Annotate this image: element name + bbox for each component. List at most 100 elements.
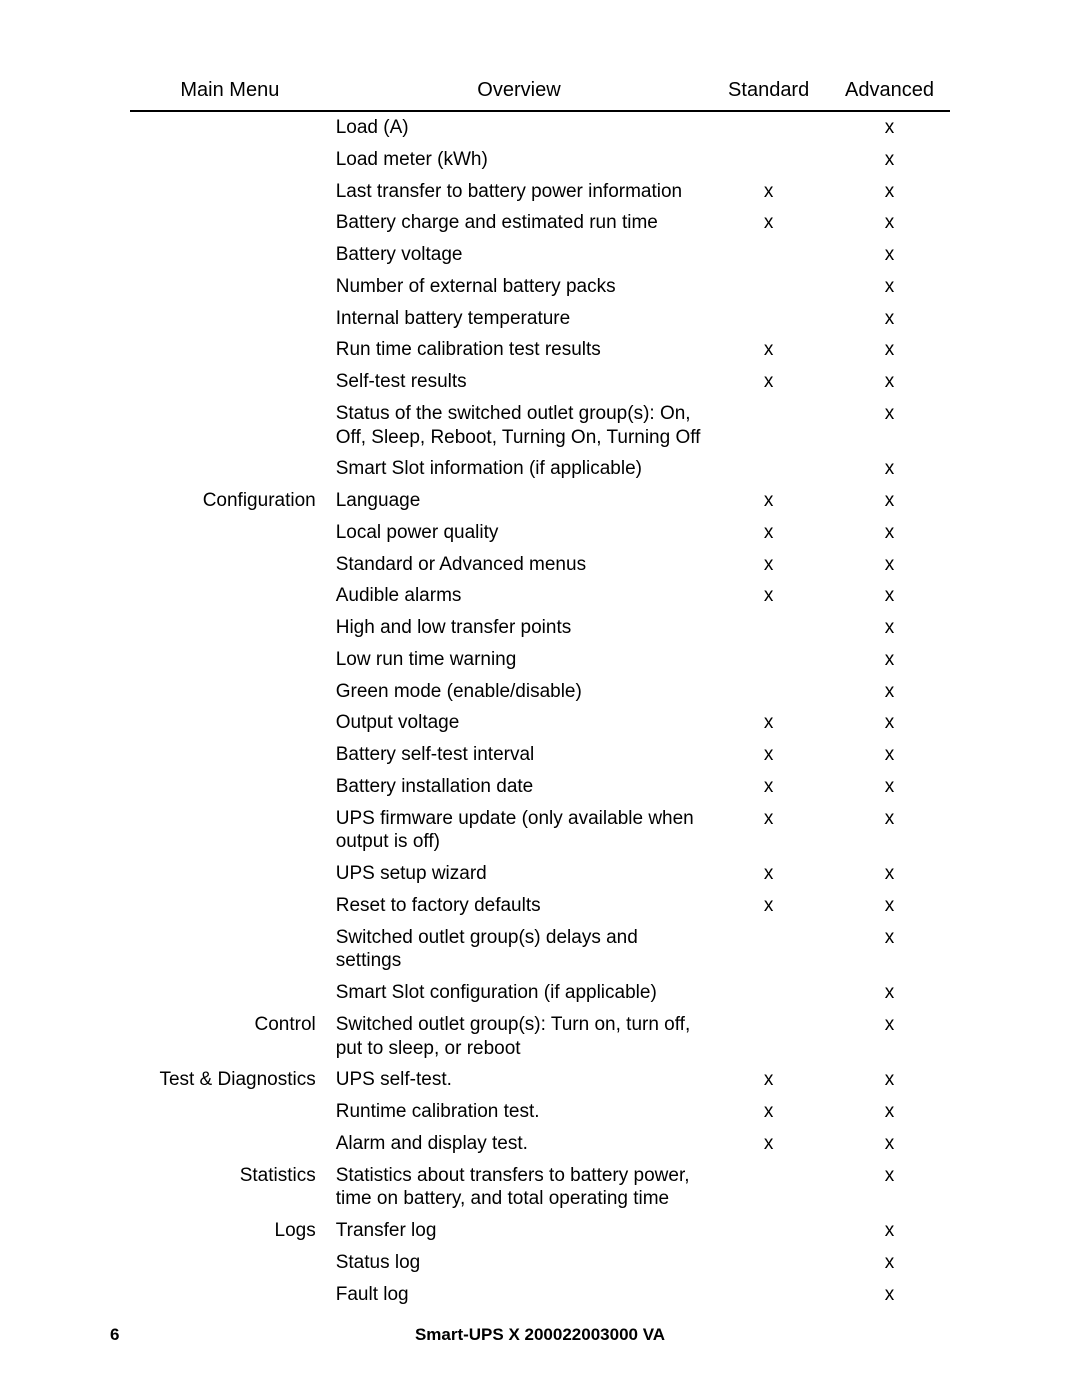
table-row: Load meter (kWh) x xyxy=(130,144,950,176)
cell-standard: x xyxy=(708,1096,829,1128)
cell-advanced: x xyxy=(829,580,950,612)
table-row: Green mode (enable/disable)x xyxy=(130,676,950,708)
cell-main-menu xyxy=(130,207,330,239)
cell-overview: Reset to factory defaults xyxy=(330,890,708,922)
document-page: Main Menu Overview Standard Advanced Loa… xyxy=(0,0,1080,1397)
table-row: UPS setup wizardxx xyxy=(130,858,950,890)
cell-standard xyxy=(708,1279,829,1311)
cell-overview: Switched outlet group(s): Turn on, turn … xyxy=(330,1009,708,1065)
cell-advanced: x xyxy=(829,1009,950,1065)
table-row: Battery voltagex xyxy=(130,239,950,271)
cell-main-menu: Control xyxy=(130,1009,330,1065)
cell-main-menu xyxy=(130,612,330,644)
page-footer: 6 Smart-UPS X 200022003000 VA xyxy=(0,1325,1080,1345)
cell-advanced: x xyxy=(829,707,950,739)
cell-advanced: x xyxy=(829,398,950,454)
table-row: Number of external battery packs x xyxy=(130,271,950,303)
cell-overview: Switched outlet group(s) delays and sett… xyxy=(330,922,708,978)
cell-advanced: x xyxy=(829,1215,950,1247)
cell-main-menu xyxy=(130,676,330,708)
cell-advanced: x xyxy=(829,303,950,335)
cell-main-menu xyxy=(130,1096,330,1128)
cell-overview: Battery installation date xyxy=(330,771,708,803)
cell-overview: High and low transfer points xyxy=(330,612,708,644)
cell-main-menu xyxy=(130,977,330,1009)
cell-standard xyxy=(708,239,829,271)
cell-standard: x xyxy=(708,366,829,398)
table-row: Local power qualityxx xyxy=(130,517,950,549)
cell-overview: Alarm and display test. xyxy=(330,1128,708,1160)
cell-main-menu xyxy=(130,144,330,176)
cell-standard xyxy=(708,398,829,454)
cell-standard xyxy=(708,453,829,485)
header-standard: Standard xyxy=(708,75,829,111)
table-row: High and low transfer pointsx xyxy=(130,612,950,644)
cell-advanced: x xyxy=(829,890,950,922)
cell-main-menu: Logs xyxy=(130,1215,330,1247)
cell-standard: x xyxy=(708,1064,829,1096)
cell-overview: Status of the switched outlet group(s): … xyxy=(330,398,708,454)
table-row: Run time calibration test resultsxx xyxy=(130,334,950,366)
cell-overview: Local power quality xyxy=(330,517,708,549)
cell-main-menu xyxy=(130,1247,330,1279)
cell-advanced: x xyxy=(829,858,950,890)
cell-advanced: x xyxy=(829,922,950,978)
cell-standard xyxy=(708,1247,829,1279)
table-row: Output voltagexx xyxy=(130,707,950,739)
table-row: Alarm and display test.xx xyxy=(130,1128,950,1160)
page-number: 6 xyxy=(110,1325,119,1345)
table-row: Fault logx xyxy=(130,1279,950,1311)
cell-main-menu: Test & Diagnostics xyxy=(130,1064,330,1096)
cell-advanced: x xyxy=(829,144,950,176)
cell-main-menu xyxy=(130,549,330,581)
cell-advanced: x xyxy=(829,485,950,517)
cell-overview: UPS firmware update (only available when… xyxy=(330,803,708,859)
cell-standard xyxy=(708,977,829,1009)
cell-main-menu xyxy=(130,739,330,771)
cell-overview: Language xyxy=(330,485,708,517)
cell-main-menu xyxy=(130,771,330,803)
cell-overview: Battery charge and estimated run time xyxy=(330,207,708,239)
cell-standard xyxy=(708,1215,829,1247)
cell-standard xyxy=(708,1009,829,1065)
table-header-row: Main Menu Overview Standard Advanced xyxy=(130,75,950,111)
cell-overview: Low run time warning xyxy=(330,644,708,676)
cell-main-menu: Configuration xyxy=(130,485,330,517)
cell-standard: x xyxy=(708,803,829,859)
header-advanced: Advanced xyxy=(829,75,950,111)
cell-overview: Number of external battery packs xyxy=(330,271,708,303)
cell-main-menu: Statistics xyxy=(130,1160,330,1216)
table-row: LogsTransfer logx xyxy=(130,1215,950,1247)
cell-advanced: x xyxy=(829,1128,950,1160)
cell-main-menu xyxy=(130,517,330,549)
cell-standard: x xyxy=(708,485,829,517)
cell-standard: x xyxy=(708,517,829,549)
cell-overview: Run time calibration test results xyxy=(330,334,708,366)
table-row: Low run time warning x xyxy=(130,644,950,676)
cell-main-menu xyxy=(130,271,330,303)
cell-overview: Smart Slot information (if applicable) xyxy=(330,453,708,485)
table-row: Internal battery temperaturex xyxy=(130,303,950,335)
cell-advanced: x xyxy=(829,771,950,803)
cell-advanced: x xyxy=(829,453,950,485)
cell-overview: Output voltage xyxy=(330,707,708,739)
cell-overview: Standard or Advanced menus xyxy=(330,549,708,581)
cell-advanced: x xyxy=(829,1279,950,1311)
table-row: Battery charge and estimated run timexx xyxy=(130,207,950,239)
cell-main-menu xyxy=(130,922,330,978)
cell-advanced: x xyxy=(829,271,950,303)
cell-advanced: x xyxy=(829,334,950,366)
cell-overview: Statistics about transfers to battery po… xyxy=(330,1160,708,1216)
cell-standard: x xyxy=(708,1128,829,1160)
cell-standard: x xyxy=(708,739,829,771)
cell-advanced: x xyxy=(829,644,950,676)
cell-overview: Load meter (kWh) xyxy=(330,144,708,176)
cell-standard xyxy=(708,922,829,978)
cell-advanced: x xyxy=(829,207,950,239)
table-row: Load (A)x xyxy=(130,111,950,144)
cell-standard xyxy=(708,303,829,335)
cell-main-menu xyxy=(130,334,330,366)
table-row: Smart Slot information (if applicable) x xyxy=(130,453,950,485)
cell-advanced: x xyxy=(829,1160,950,1216)
cell-advanced: x xyxy=(829,1096,950,1128)
